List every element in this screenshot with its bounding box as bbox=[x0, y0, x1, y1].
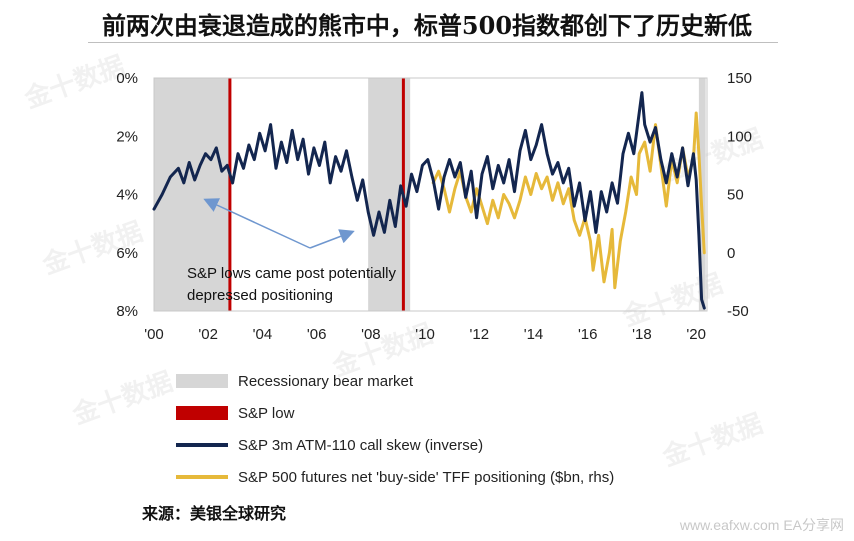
x-axis-tick-7: '14 bbox=[524, 326, 544, 343]
plot-frame bbox=[153, 77, 708, 312]
x-axis-tick-9: '18 bbox=[632, 326, 652, 343]
footer-watermark: www.eafxw.com EA分享网 bbox=[679, 517, 844, 533]
x-axis-tick-5: '10 bbox=[415, 326, 435, 343]
legend-item-recession: Recessionary bear market bbox=[176, 370, 413, 392]
x-axis-tick-6: '12 bbox=[470, 326, 490, 343]
legend-item-sp-low: S&P low bbox=[176, 402, 294, 424]
annotation-line-2: depressed positioning bbox=[187, 287, 333, 304]
headline: 前两次由衰退造成的熊市中，标普500指数都创下了历史新低 bbox=[101, 11, 753, 40]
right-axis-tick-3: 0 bbox=[727, 245, 735, 262]
x-axis-tick-0: '00 bbox=[144, 326, 164, 343]
x-axis-tick-8: '16 bbox=[578, 326, 598, 343]
recession-band-1 bbox=[154, 78, 230, 311]
left-axis-tick-4: 8% bbox=[116, 303, 138, 320]
legend-label-tff: S&P 500 futures net 'buy-side' TFF posit… bbox=[238, 468, 615, 486]
annotation-arrow-left bbox=[203, 198, 311, 249]
legend-item-skew: S&P 3m ATM-110 call skew (inverse) bbox=[176, 434, 483, 456]
x-axis-tick-1: '02 bbox=[198, 326, 218, 343]
legend-label-skew: S&P 3m ATM-110 call skew (inverse) bbox=[238, 436, 484, 454]
legend-swatch-skew bbox=[176, 443, 228, 447]
x-axis-tick-4: '08 bbox=[361, 326, 381, 343]
tff-series-line bbox=[431, 111, 706, 290]
skew-series-line bbox=[152, 91, 706, 310]
left-axis-tick-3: 6% bbox=[116, 245, 138, 262]
legend-swatch-tff bbox=[176, 475, 228, 479]
annotation-arrow-right bbox=[309, 229, 355, 249]
annotation-group: S&P lows came post potentially depressed … bbox=[187, 198, 396, 304]
x-axis-tick-10: '20 bbox=[686, 326, 706, 343]
legend-swatch-recession bbox=[176, 374, 228, 388]
axis-ticks: 0% 2% 4% 6% 8% 150 100 50 0 -50 '00 '02 '04 '06 '08 '10… bbox=[116, 70, 752, 343]
legend-swatch-sp-low bbox=[176, 406, 228, 420]
right-axis-tick-4: -50 bbox=[727, 303, 749, 320]
right-axis-tick-2: 50 bbox=[727, 187, 744, 204]
right-axis-tick-0: 150 bbox=[727, 70, 752, 87]
headline-divider bbox=[88, 42, 778, 43]
left-axis-tick-1: 2% bbox=[116, 128, 138, 145]
legend-label-recession: Recessionary bear market bbox=[238, 372, 414, 390]
right-axis-tick-1: 100 bbox=[727, 128, 752, 145]
series-lines bbox=[152, 91, 706, 310]
left-axis-tick-0: 0% bbox=[116, 70, 138, 87]
annotation-line-1: S&P lows came post potentially bbox=[187, 265, 396, 282]
left-axis-tick-2: 4% bbox=[116, 187, 138, 204]
legend-item-tff: S&P 500 futures net 'buy-side' TFF posit… bbox=[176, 466, 614, 488]
legend-label-sp-low: S&P low bbox=[238, 404, 295, 422]
x-axis-tick-3: '06 bbox=[307, 326, 327, 343]
x-axis-tick-2: '04 bbox=[253, 326, 273, 343]
source-note: 来源：美银全球研究 bbox=[142, 504, 287, 523]
